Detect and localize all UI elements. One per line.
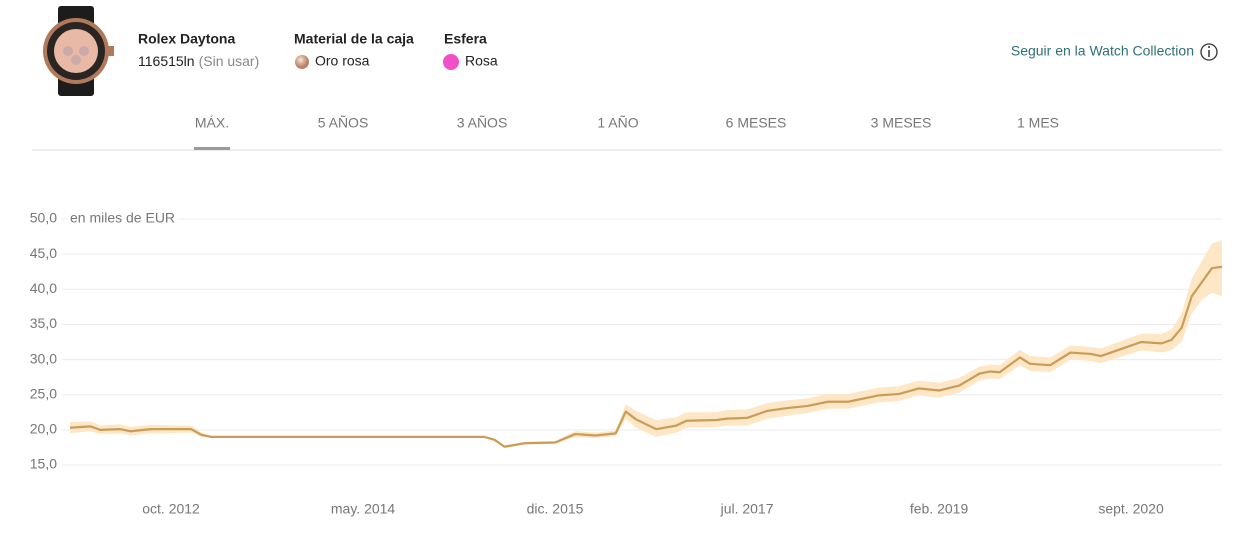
dial-label: Esfera (444, 31, 487, 47)
chart: 15,0 20,0 25,0 30,0 35,0 40,0 45,0 50,0 oct. 201… (30, 209, 1223, 517)
reference-line: 116515ln (Sin usar) (138, 53, 259, 69)
confidence-band (70, 240, 1222, 449)
tab[interactable]: 1 MES (1017, 115, 1059, 131)
x-tick-label: sept. 2020 (1098, 501, 1164, 517)
active-tab-indicator (194, 147, 230, 150)
case-material: Oro rosa (315, 53, 370, 69)
dial-swatch (443, 54, 459, 70)
case-swatch (295, 55, 309, 69)
follow-link[interactable]: Seguir en la Watch Collection (1011, 43, 1194, 59)
y-tick-label: 15,0 (30, 456, 57, 472)
y-tick-label: 45,0 (30, 245, 57, 261)
x-tick-label: jul. 2017 (720, 501, 774, 517)
tab[interactable]: 3 AÑOS (457, 115, 508, 131)
model: Rolex Daytona (138, 31, 235, 47)
price-line (69, 265, 1223, 448)
reference: 116515ln (138, 53, 195, 69)
tab[interactable]: MÁX. (195, 115, 229, 131)
tab[interactable]: 5 AÑOS (318, 115, 369, 131)
y-tick-label: 25,0 (30, 385, 57, 401)
y-tick-label: 40,0 (30, 280, 57, 296)
dial: Rosa (465, 53, 498, 69)
x-tick-label: dic. 2015 (527, 501, 584, 517)
watch-image (43, 6, 114, 96)
y-tick-label: 50,0 (30, 210, 57, 226)
case-material-label: Material de la caja (294, 31, 414, 47)
tab[interactable]: 1 AÑO (597, 115, 638, 131)
y-tick-label: 20,0 (30, 421, 57, 437)
x-tick-label: oct. 2012 (142, 501, 200, 517)
y-axis-label-bg (68, 209, 180, 226)
condition: (Sin usar) (199, 53, 260, 69)
x-tick-label: may. 2014 (331, 501, 396, 517)
y-axis-label: en miles de EUR (70, 210, 175, 226)
y-tick-label: 30,0 (30, 350, 57, 366)
y-tick-label: 35,0 (30, 315, 57, 331)
tab[interactable]: 6 MESES (726, 115, 787, 131)
info-icon[interactable] (1200, 43, 1218, 61)
x-tick-label: feb. 2019 (910, 501, 969, 517)
tab[interactable]: 3 MESES (871, 115, 932, 131)
